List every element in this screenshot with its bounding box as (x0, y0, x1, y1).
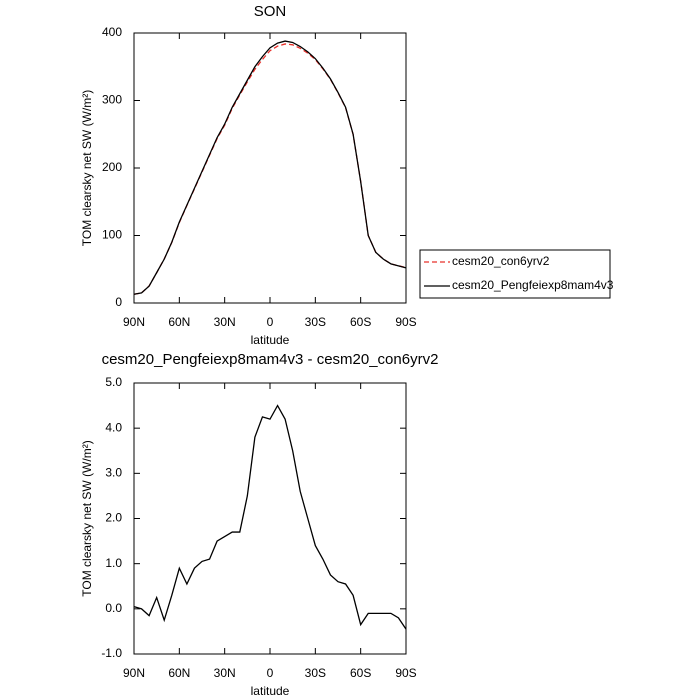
y-tick-label: 100 (102, 228, 122, 242)
y-tick-label: 1.0 (105, 556, 122, 570)
x-tick-label: 90N (123, 666, 145, 680)
x-tick-label: 0 (267, 666, 274, 680)
data-line (133, 404, 407, 630)
x-tick-label: 60N (168, 315, 190, 329)
x-tick-label: 0 (267, 315, 274, 329)
x-tick-label: 30N (214, 315, 236, 329)
y-tick-label: 0 (115, 295, 122, 309)
x-tick-label: 90S (395, 666, 416, 680)
chart-title: cesm20_Pengfeiexp8mam4v3 - cesm20_con6yr… (102, 351, 439, 368)
legend-label: cesm20_Pengfeiexp8mam4v3 (452, 278, 614, 292)
x-tick-label: 30S (305, 315, 326, 329)
y-tick-label: 3.0 (105, 466, 122, 480)
legend-label: cesm20_con6yrv2 (452, 254, 550, 268)
plot-frame (133, 382, 407, 655)
data-line (133, 43, 407, 295)
y-tick-label: 200 (102, 160, 122, 174)
y-tick-label: 300 (102, 93, 122, 107)
x-tick-label: 30S (305, 666, 326, 680)
y-tick-label: -1.0 (101, 646, 122, 660)
y-tick-label: 2.0 (105, 511, 122, 525)
x-tick-label: 60S (350, 666, 371, 680)
y-tick-label: 400 (102, 25, 122, 39)
y-tick-label: 0.0 (105, 601, 122, 615)
x-tick-label: 90N (123, 315, 145, 329)
y-axis-label: TOM clearsky net SW (W/m²) (80, 90, 94, 246)
x-axis-label: latitude (251, 684, 290, 698)
data-line (133, 40, 407, 295)
plot-frame (133, 32, 407, 304)
x-tick-label: 90S (395, 315, 416, 329)
y-tick-label: 4.0 (105, 420, 122, 434)
y-tick-label: 5.0 (105, 375, 122, 389)
x-tick-label: 30N (214, 666, 236, 680)
x-tick-label: 60S (350, 315, 371, 329)
y-axis-label: TOM clearsky net SW (W/m²) (80, 440, 94, 596)
legend-box (419, 249, 611, 299)
x-axis-label: latitude (251, 333, 290, 347)
chart-title: SON (254, 3, 287, 20)
x-tick-label: 60N (168, 666, 190, 680)
